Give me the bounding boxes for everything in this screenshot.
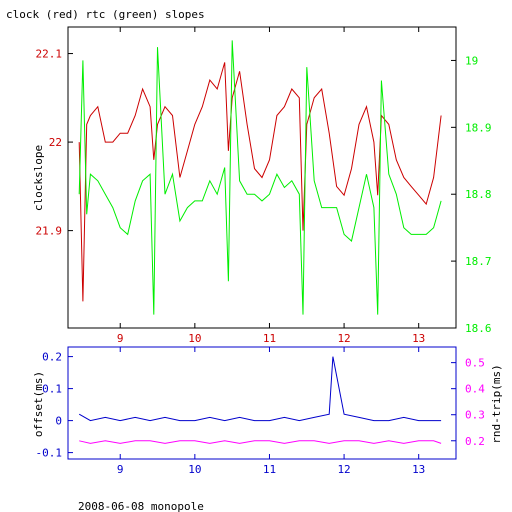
lower-series-group <box>78 356 442 444</box>
x-tick-label: 9 <box>117 463 124 476</box>
y2-tick-label: 0.3 <box>465 409 485 422</box>
y-tick-label: 0.1 <box>42 383 62 396</box>
rtc-slope-line <box>78 40 442 315</box>
y-tick-label: 22 <box>49 136 62 149</box>
y2-tick-label: 18.7 <box>465 255 492 268</box>
upper-plot-frame <box>67 26 457 329</box>
upper-y-axis-label: clockslope <box>32 145 45 211</box>
y2-tick-label: 18.9 <box>465 121 492 134</box>
y2-tick-label: 18.8 <box>465 188 492 201</box>
y-tick-label: 21.9 <box>36 225 63 238</box>
x-tick-label: 13 <box>412 332 425 345</box>
footer-caption: 2008-06-08 monopole <box>78 500 204 512</box>
y-tick-label: 22.1 <box>36 48 63 61</box>
lower-panel: 9 10 11 12 13 0.2 0.1 0 -0.1 0.5 0.4 0.3 0.2 offset(… <box>32 346 503 476</box>
y2-tick-label: 0.4 <box>465 383 485 396</box>
lower-ticks-group: 9 10 11 12 13 0.2 0.1 0 -0.1 0.5 0.4 0.3 0.2 <box>36 347 485 476</box>
y2-tick-label: 19 <box>465 54 478 67</box>
upper-ticks-group: 9 10 11 12 13 22.1 22 21.9 19 18.9 18.8 18.7 18.6 <box>36 27 492 345</box>
x-tick-label: 10 <box>188 463 201 476</box>
lower-plot-frame <box>67 346 457 460</box>
clock-slope-line <box>78 62 442 302</box>
offset-line <box>78 356 442 422</box>
upper-series-group <box>78 40 442 315</box>
y-tick-label: -0.1 <box>36 447 63 460</box>
x-tick-label: 11 <box>263 463 276 476</box>
x-tick-label: 11 <box>263 332 276 345</box>
y-tick-label: 0.2 <box>42 351 62 364</box>
x-tick-label: 12 <box>337 463 350 476</box>
x-tick-label: 9 <box>117 332 124 345</box>
y-tick-label: 0 <box>55 415 62 428</box>
lower-y-axis-label: offset(ms) <box>32 371 45 437</box>
chart-title: clock (red) rtc (green) slopes <box>6 8 205 21</box>
x-tick-label: 13 <box>412 463 425 476</box>
x-tick-label: 12 <box>337 332 350 345</box>
y2-tick-label: 0.2 <box>465 435 485 448</box>
y2-tick-label: 0.5 <box>465 357 485 370</box>
x-tick-label: 10 <box>188 332 201 345</box>
upper-panel: 9 10 11 12 13 22.1 22 21.9 19 18.9 18.8 18.7 18.6 cl… <box>32 26 492 345</box>
y2-tick-label: 18.6 <box>465 322 492 335</box>
rnd-trip-line <box>79 440 442 444</box>
lower-y2-axis-label: rnd-trip(ms) <box>490 364 503 443</box>
